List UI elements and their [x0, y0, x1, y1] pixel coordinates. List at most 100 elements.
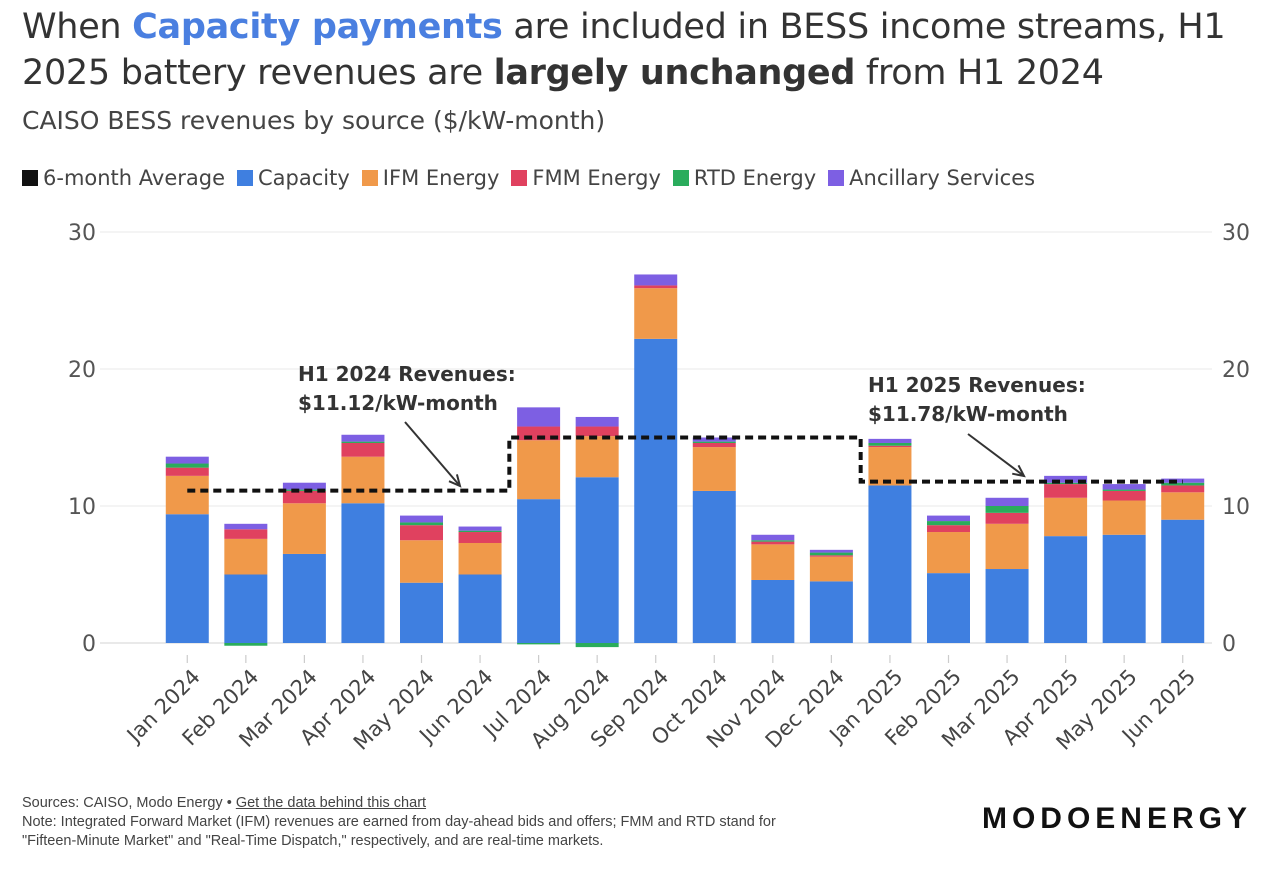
bar-segment-ancillary-services [692, 437, 736, 442]
bar-segment-fmm-energy [575, 426, 619, 437]
bar-segment-fmm-energy [868, 445, 912, 448]
bar-segment-ifm-energy [1161, 492, 1205, 520]
bar-segment-capacity [517, 499, 561, 643]
bar-segment-ancillary-services [224, 523, 268, 530]
legend-item-ifm: IFM Energy [361, 166, 499, 190]
bar-segment-ifm-energy [165, 475, 209, 515]
bar-segment-ifm-energy [985, 523, 1029, 570]
bar-segment-ifm-energy [809, 556, 853, 582]
legend-swatch-rtd [672, 170, 689, 186]
bar-segment-capacity [692, 490, 736, 643]
bar-segment-rtd-energy [575, 643, 619, 648]
legend-swatch-average [22, 170, 38, 186]
annotation-arrow-head [1012, 464, 1026, 478]
bar-segment-ifm-energy [1102, 500, 1146, 535]
bar-segment-rtd-energy [165, 463, 209, 468]
bar-segment-fmm-energy [751, 541, 795, 545]
title-emphasis: largely unchanged [493, 53, 856, 93]
bar-segment-ifm-energy [1044, 497, 1088, 537]
bar-segment-ancillary-services [575, 416, 619, 427]
annotation-line-1: H1 2024 Revenues: [298, 362, 516, 386]
bar-segment-ifm-energy [692, 447, 736, 491]
bar-segment-ancillary-services [165, 456, 209, 464]
bar-segment-capacity [751, 579, 795, 643]
bar-segment-ancillary-services [634, 274, 678, 286]
bar-segment-ancillary-services [927, 515, 970, 522]
sources-text: Sources: CAISO, Modo Energy • [22, 795, 236, 811]
bar-segment-capacity [400, 582, 443, 643]
bar-segment-fmm-energy [341, 442, 385, 457]
bar-segment-capacity [985, 569, 1029, 643]
bar-segment-fmm-energy [224, 529, 268, 539]
bar-segment-capacity [927, 573, 970, 643]
y-tick-label-right: 10 [1222, 495, 1250, 520]
legend-swatch-fmm [511, 170, 528, 186]
average-line [187, 435, 1183, 493]
bar-segment-rtd-energy [400, 522, 443, 526]
annotation-line-1: H1 2025 Revenues: [868, 373, 1086, 397]
legend-swatch-ancillary [828, 170, 845, 186]
bar-segment-rtd-energy [751, 540, 795, 542]
bar-segment-capacity [868, 485, 912, 643]
annotation-line-2: $11.12/kW-month [298, 391, 498, 415]
bar-segment-fmm-energy [927, 525, 970, 533]
data-link[interactable]: Get the data behind this chart [235, 795, 427, 811]
bar-segment-fmm-energy [985, 512, 1029, 524]
chart-subtitle: CAISO BESS revenues by source ($/kW-mont… [22, 106, 606, 135]
legend-swatch-ifm [361, 170, 378, 186]
note-line-1: Note: Integrated Forward Market (IFM) re… [22, 814, 776, 830]
bar-segment-fmm-energy [634, 285, 678, 289]
bar-segment-capacity [1161, 519, 1205, 643]
bar-segment-ancillary-services [751, 534, 795, 541]
y-tick-label-left: 20 [68, 358, 96, 383]
bar-segment-fmm-energy [400, 525, 443, 541]
bar-segment-rtd-energy [458, 530, 502, 533]
y-tick-label-right: 30 [1222, 221, 1250, 246]
bar-segment-rtd-energy [224, 643, 268, 646]
bar-segment-capacity [575, 477, 619, 643]
chart-footer: Sources: CAISO, Modo Energy • Get the da… [22, 794, 776, 851]
bar-segment-capacity [1044, 536, 1088, 643]
bar-segment-ancillary-services [282, 482, 326, 490]
brand-logo: MODOENERGY [981, 802, 1252, 835]
bar-segment-ifm-energy [517, 440, 561, 500]
y-tick-label-left: 30 [68, 221, 96, 246]
legend-item-rtd: RTD Energy [672, 166, 816, 190]
bar-segment-ifm-energy [282, 503, 326, 554]
y-tick-label-right: 20 [1222, 358, 1250, 383]
bar-segment-rtd-energy [868, 442, 912, 446]
bar-segment-ancillary-services [400, 515, 443, 523]
annotation-arrow-shaft [967, 433, 1025, 477]
bar-segment-ifm-energy [575, 436, 619, 478]
bar-segment-ifm-energy [868, 447, 912, 486]
bar-segment-fmm-energy [165, 467, 209, 476]
bar-segment-rtd-energy [341, 441, 385, 443]
bar-segment-fmm-energy [1044, 484, 1088, 498]
bar-segment-ancillary-services [985, 497, 1029, 506]
bar-segment-rtd-energy [517, 643, 561, 645]
bar-segment-ancillary-services [868, 438, 912, 443]
bar-segment-fmm-energy [809, 555, 853, 557]
bar-segment-rtd-energy [692, 441, 736, 443]
y-tick-label-left: 10 [68, 495, 96, 520]
bar-segment-rtd-energy [809, 552, 853, 556]
y-tick-label-right: 0 [1222, 632, 1236, 657]
bar-segment-capacity [634, 338, 678, 643]
bar-segment-rtd-energy [1102, 489, 1146, 491]
bar-segment-ifm-energy [751, 544, 795, 580]
legend: 6-month Average Capacity IFM Energy FMM … [22, 166, 1047, 190]
bar-segment-ifm-energy [927, 532, 970, 574]
note-line-2: "Fifteen-Minute Market" and "Real-Time D… [22, 833, 604, 849]
bar-segment-ancillary-services [458, 526, 502, 531]
bar-segment-rtd-energy [985, 506, 1029, 513]
bar-segment-capacity [341, 503, 385, 643]
bar-segment-ancillary-services [517, 407, 561, 427]
bar-segment-fmm-energy [282, 490, 326, 504]
bar-segment-ifm-energy [634, 288, 678, 339]
bar-segment-rtd-energy [1161, 482, 1205, 486]
bar-segment-fmm-energy [692, 442, 736, 448]
bar-segment-fmm-energy [1161, 485, 1205, 493]
bar-segment-capacity [1102, 534, 1146, 643]
legend-item-ancillary: Ancillary Services [828, 166, 1035, 190]
